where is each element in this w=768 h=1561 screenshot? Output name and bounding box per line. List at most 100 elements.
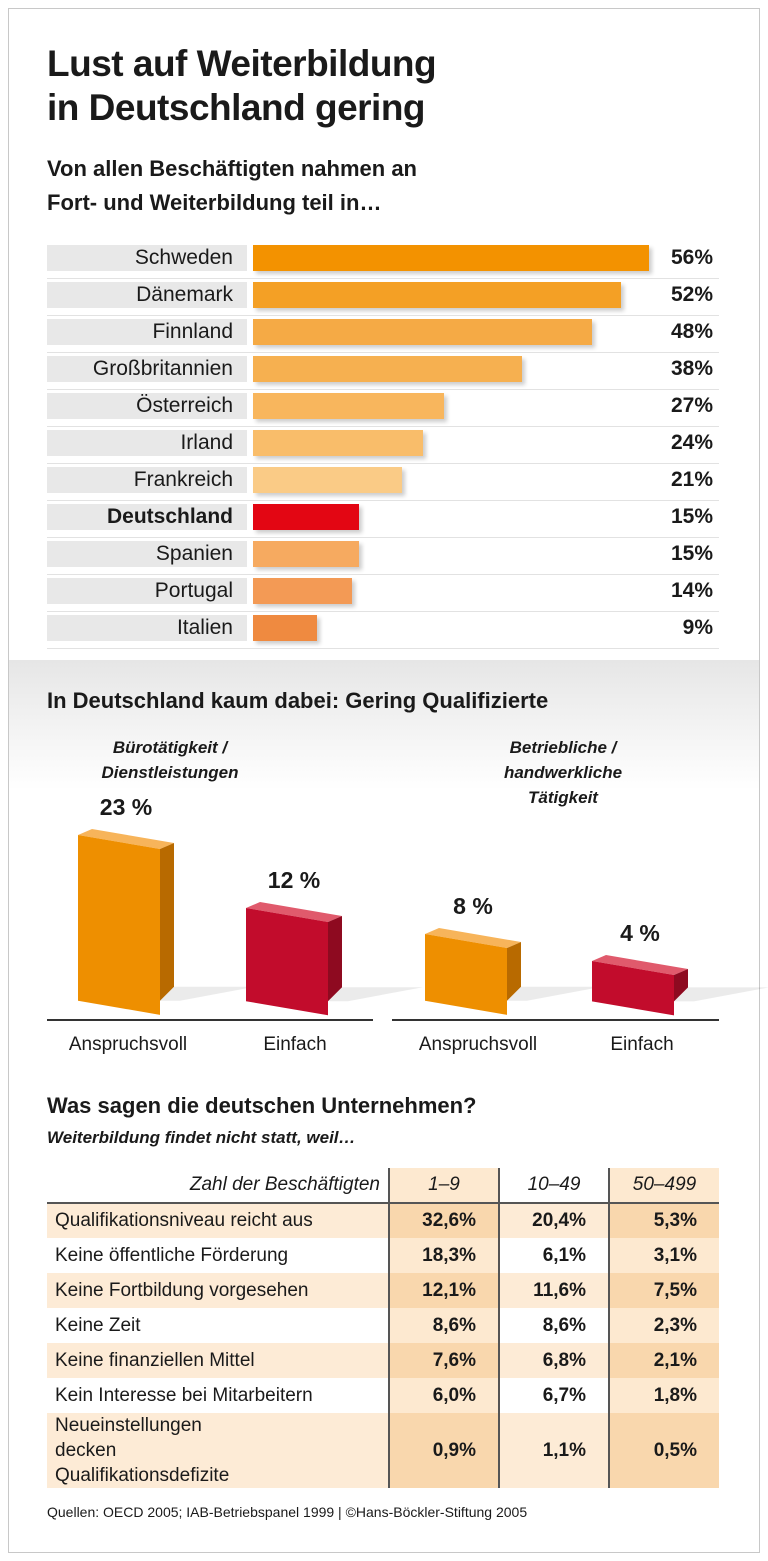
- section3-subtitle: Weiterbildung findet nicht statt, weil…: [47, 1128, 356, 1147]
- subtitle: Von allen Beschäftigten nahmen an Fort- u…: [47, 152, 417, 220]
- table-cell: 7,5%: [608, 1273, 719, 1308]
- table-cell: 18,3%: [388, 1238, 499, 1273]
- table-cell: 20,4%: [498, 1203, 609, 1238]
- group-title-line: Bürotätigkeit /: [112, 738, 228, 757]
- bar-label: Italien: [47, 615, 247, 641]
- bar-value-label: 9%: [682, 616, 713, 639]
- table-header-cell: 10–49: [498, 1168, 609, 1204]
- table-cell: Keine Zeit: [55, 1314, 141, 1336]
- bar-row: Dänemark 52%: [47, 279, 719, 316]
- source-note: Quellen: OECD 2005; IAB-Betriebspanel 19…: [47, 1504, 528, 1520]
- table-cell: Keine finanziellen Mittel: [55, 1349, 255, 1371]
- table-row: Keine Fortbildung vorgesehen 12,1% 11,6% 7,…: [47, 1273, 719, 1308]
- bar-value-label: 23 %: [99, 794, 153, 821]
- bar-value-label: 15%: [670, 505, 713, 528]
- bar-row: Frankreich 21%: [47, 464, 719, 501]
- title: Lust auf Weiterbildung in Deutschland ger…: [47, 42, 437, 130]
- axis-line: [392, 1019, 719, 1021]
- bar-label: Finnland: [47, 319, 247, 345]
- reasons-table: Zahl der Beschäftigten 1–9 10–49 50–499 Qual…: [47, 1168, 719, 1488]
- bar-row: Österreich 27%: [47, 390, 719, 427]
- bar-row: Portugal 14%: [47, 575, 719, 612]
- table-cell: 12,1%: [388, 1273, 499, 1308]
- table-cell: 2,3%: [608, 1308, 719, 1343]
- bar: [253, 615, 317, 641]
- group-title-line: Tätigkeit: [528, 788, 598, 807]
- table-cell: 1,8%: [608, 1378, 719, 1413]
- bar-value-label: 15%: [670, 542, 713, 565]
- bar-value-label: 12 %: [267, 866, 321, 893]
- bar-value-label: 27%: [670, 394, 713, 417]
- bar-value-label: 38%: [670, 357, 713, 380]
- group-title-line: Dienstleistungen: [101, 763, 239, 782]
- table-row: Qualifikationsniveau reicht aus 32,6% 20,4…: [47, 1203, 719, 1238]
- table-cell: 11,6%: [498, 1273, 609, 1308]
- bar-3d: [425, 928, 602, 1016]
- x-axis-label: Einfach: [610, 1034, 674, 1055]
- bar-row: Spanien 15%: [47, 538, 719, 575]
- table-cell: Keine Fortbildung vorgesehen: [55, 1279, 309, 1301]
- table-row: Keine Zeit 8,6% 8,6% 2,3%: [47, 1308, 719, 1343]
- bar-label: Dänemark: [47, 282, 247, 308]
- bar-3d: [78, 829, 255, 1016]
- x-axis-label: Einfach: [263, 1034, 327, 1055]
- table-row: Kein Interesse bei Mitarbeitern 6,0% 6,7% 1…: [47, 1378, 719, 1413]
- bar: [253, 245, 649, 271]
- bar-row: Großbritannien 38%: [47, 353, 719, 390]
- x-axis-label: Anspruchsvoll: [68, 1034, 188, 1055]
- bar-row: Italien 9%: [47, 612, 719, 649]
- bar-value-label: 8 %: [453, 893, 493, 920]
- bar: [253, 430, 423, 456]
- bar: [253, 319, 593, 345]
- title-line-2: in Deutschland gering: [47, 87, 426, 128]
- bar-row: Deutschland 15%: [47, 501, 719, 538]
- x-axis-label: Anspruchsvoll: [418, 1034, 538, 1055]
- bar-3d: [592, 954, 768, 1016]
- axis-line: [47, 1019, 373, 1021]
- table-cell: 6,7%: [498, 1378, 609, 1413]
- bar: [253, 393, 444, 419]
- bar-label: Schweden: [47, 245, 247, 271]
- bar-3d: [246, 901, 423, 1016]
- group-title: Betriebliche / handwerkliche Tätigkeit: [453, 735, 673, 810]
- table-cell: Neueinstellungen decken Qualifikationsde…: [55, 1415, 230, 1486]
- bar-label: Portugal: [47, 578, 247, 604]
- bar: [253, 282, 621, 308]
- bar: [253, 467, 402, 493]
- bar-value-label: 24%: [670, 431, 713, 454]
- bar-label: Deutschland: [47, 504, 247, 530]
- section2-title: In Deutschland kaum dabei: Gering Qualif…: [47, 688, 549, 713]
- table-row: Keine öffentliche Förderung 18,3% 6,1% 3,1%: [47, 1238, 719, 1273]
- bar-label: Spanien: [47, 541, 247, 567]
- bar-value-label: 48%: [670, 320, 713, 343]
- bar: [253, 504, 360, 530]
- bar-label: Irland: [47, 430, 247, 456]
- table-cell: Keine öffentliche Förderung: [55, 1244, 289, 1266]
- bar-row: Finnland 48%: [47, 316, 719, 353]
- bar: [253, 541, 360, 567]
- table-header-cell: 1–9: [388, 1168, 499, 1204]
- table-cell: 2,1%: [608, 1343, 719, 1378]
- table-cell: 8,6%: [498, 1308, 609, 1343]
- group-title: Bürotätigkeit / Dienstleistungen: [60, 735, 280, 785]
- frame: [8, 8, 760, 1553]
- subtitle-line-2: Fort- und Weiterbildung teil in…: [47, 190, 382, 215]
- group-title-line: Betriebliche /: [509, 738, 617, 757]
- bar-row: Irland 24%: [47, 427, 719, 464]
- bar-row: Schweden 56%: [47, 242, 719, 279]
- bar-label: Österreich: [47, 393, 247, 419]
- table-cell: 1,1%: [498, 1413, 609, 1488]
- bar-value-label: 14%: [670, 579, 713, 602]
- table-cell: 6,8%: [498, 1343, 609, 1378]
- bar-value-label: 4 %: [620, 919, 660, 946]
- table-cell: 0,9%: [388, 1413, 499, 1488]
- bar: [253, 356, 522, 382]
- subtitle-line-1: Von allen Beschäftigten nahmen an: [47, 156, 417, 181]
- table-cell: 32,6%: [388, 1203, 499, 1238]
- table-header-row: Zahl der Beschäftigten 1–9 10–49 50–499: [47, 1168, 719, 1204]
- bar-label: Großbritannien: [47, 356, 247, 382]
- title-line-1: Lust auf Weiterbildung: [47, 43, 437, 84]
- table-cell: 3,1%: [608, 1238, 719, 1273]
- bar-value-label: 21%: [670, 468, 713, 491]
- table-cell: Qualifikationsniveau reicht aus: [55, 1210, 313, 1231]
